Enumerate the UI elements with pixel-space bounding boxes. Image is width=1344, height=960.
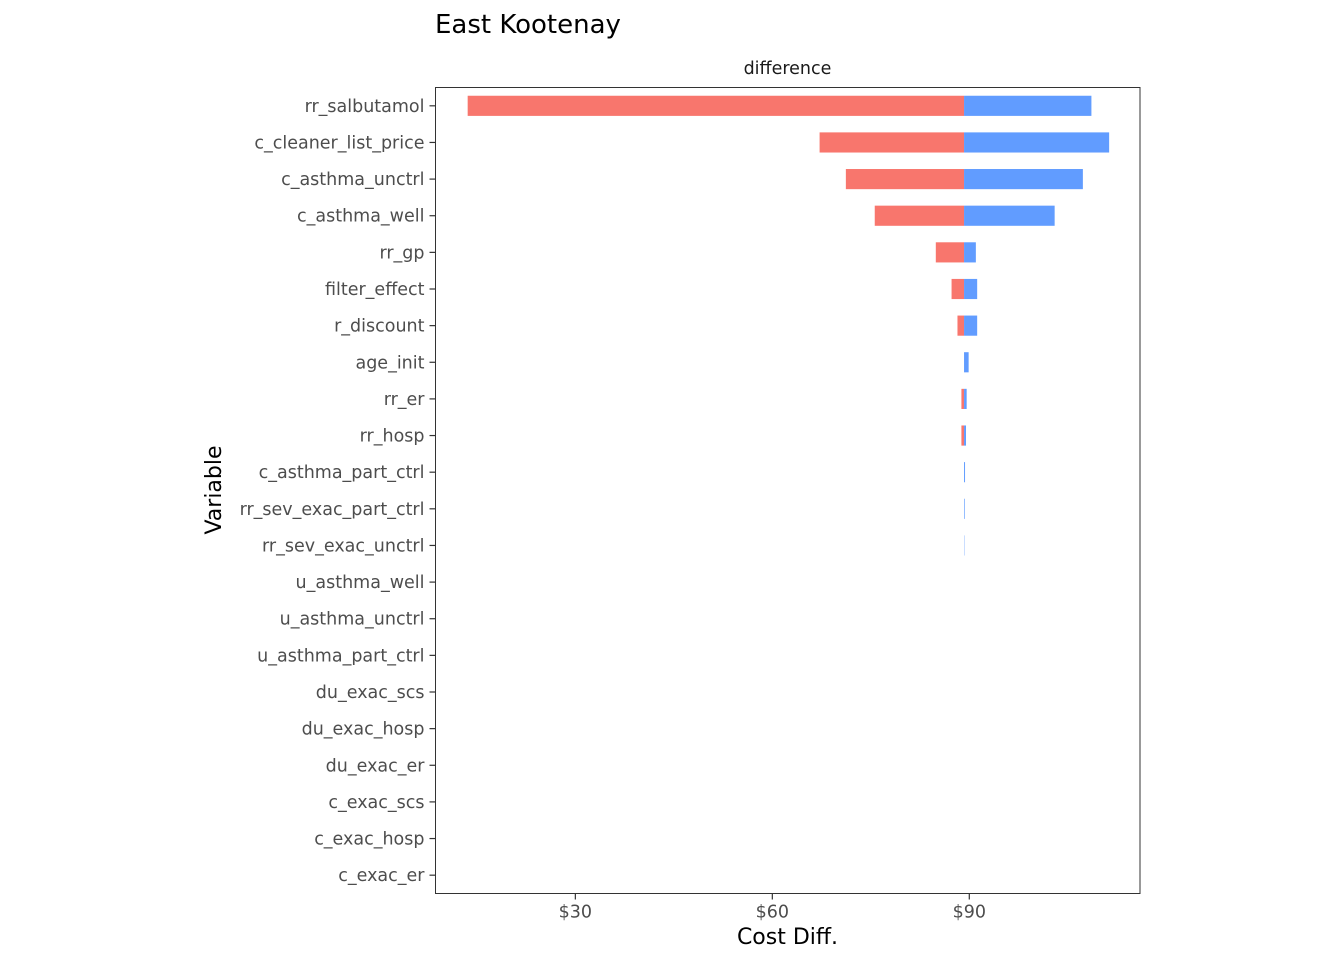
y-tick-label-c_asthma_unctrl: c_asthma_unctrl [281,170,424,190]
bar-high-rr_hosp [964,425,967,446]
y-tick-label-c_exac_scs: c_exac_scs [328,793,424,813]
bar-low-rr_gp [935,242,965,263]
y-tick-label-u_asthma_part_ctrl: u_asthma_part_ctrl [257,646,424,666]
y-tick-label-rr_sev_exac_unctrl: rr_sev_exac_unctrl [262,536,424,556]
bar-low-c_asthma_unctrl [845,169,965,190]
x-tick-label: $60 [756,903,789,923]
bar-high-rr_gp [964,242,976,263]
bar-low-filter_effect [951,278,965,300]
y-tick-label-c_exac_hosp: c_exac_hosp [314,830,424,850]
y-tick-label-du_exac_hosp: du_exac_hosp [302,720,425,740]
facet-label: difference [744,59,832,79]
y-tick-label-c_asthma_well: c_asthma_well [297,207,425,227]
y-tick-label-age_init: age_init [355,353,424,373]
bar-high-rr_er [964,388,967,409]
bar-high-c_asthma_well [964,205,1055,226]
y-axis: rr_salbutamol c_cleaner_list_price c_asthm… [240,97,436,886]
chart-title: East Kootenay [435,10,621,40]
y-tick-label-c_asthma_part_ctrl: c_asthma_part_ctrl [259,463,425,483]
y-tick-label-du_exac_scs: du_exac_scs [316,683,425,703]
y-axis-title: Variable [202,445,227,534]
y-tick-label-u_asthma_well: u_asthma_well [296,573,425,593]
bar-low-r_discount [957,315,965,336]
bar-low-rr_er [961,388,965,409]
x-axis-title: Cost Diff. [737,925,838,950]
y-tick-label-c_cleaner_list_price: c_cleaner_list_price [254,133,424,153]
bar-low-rr_hosp [961,425,965,446]
x-axis: $30 $60 $90 [559,893,986,923]
y-tick-label-rr_er: rr_er [384,390,426,410]
y-tick-label-c_exac_er: c_exac_er [338,866,425,886]
bar-high-c_cleaner_list_price [964,132,1110,153]
bar-high-filter_effect [964,278,978,300]
bar-low-rr_salbutamol [467,95,965,116]
bar-high-c_asthma_part_ctrl [964,462,966,483]
y-tick-label-u_asthma_unctrl: u_asthma_unctrl [280,610,425,630]
y-tick-label-filter_effect: filter_effect [325,280,425,300]
bar-low-c_asthma_well [874,205,965,226]
bar-high-age_init [964,352,969,373]
bar-high-rr_salbutamol [964,95,1092,116]
y-tick-label-du_exac_er: du_exac_er [326,756,426,776]
bar-high-r_discount [964,315,978,336]
x-tick-label: $30 [559,903,592,923]
x-tick-label: $90 [953,903,986,923]
bar-high-rr_sev_exac_part_ctrl [964,498,965,519]
y-tick-label-rr_hosp: rr_hosp [360,427,425,447]
y-tick-label-rr_salbutamol: rr_salbutamol [305,97,425,117]
bar-low-c_cleaner_list_price [819,132,965,153]
y-tick-label-r_discount: r_discount [334,317,425,337]
plot-panel-border [435,87,1141,894]
y-tick-label-rr_gp: rr_gp [379,243,424,263]
bars-group [467,95,1110,556]
bar-high-c_asthma_unctrl [964,169,1083,190]
y-tick-label-rr_sev_exac_part_ctrl: rr_sev_exac_part_ctrl [240,500,425,520]
